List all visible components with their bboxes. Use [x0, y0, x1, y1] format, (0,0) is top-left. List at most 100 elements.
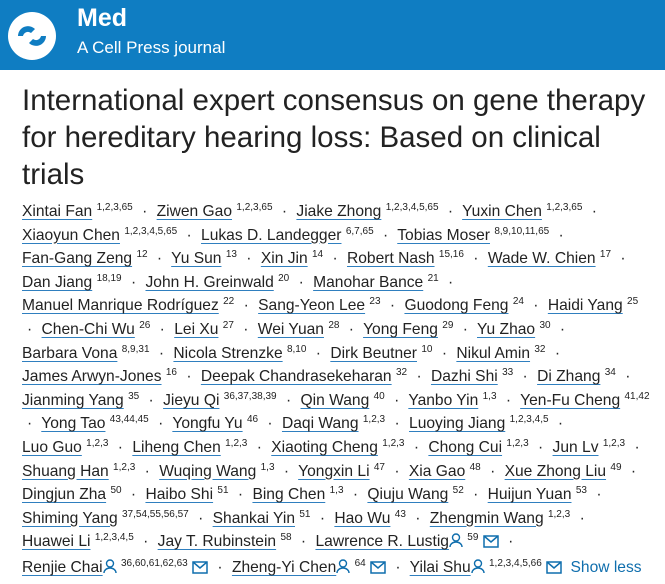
affiliation[interactable]: 58: [280, 532, 292, 544]
affiliation[interactable]: 37,54,55,56,57: [122, 508, 189, 520]
affiliation[interactable]: 20: [278, 272, 290, 284]
affiliation[interactable]: 8,9,31: [121, 343, 150, 355]
author-name[interactable]: Jiake Zhong: [296, 203, 382, 220]
author-name[interactable]: Liheng Chen: [132, 438, 221, 456]
author-name[interactable]: Yen-Fu Cheng: [520, 391, 621, 409]
email-icon[interactable]: [546, 558, 562, 582]
affiliation[interactable]: 26: [139, 319, 151, 331]
affiliation[interactable]: 1,2,3: [225, 437, 248, 449]
author-name[interactable]: Deepak Chandrasekeharan: [200, 368, 392, 386]
author-name[interactable]: Shiming Yang: [22, 509, 118, 527]
author-name[interactable]: Xia Gao: [408, 462, 466, 480]
author-name[interactable]: Huijun Yuan: [487, 486, 572, 504]
journal-name[interactable]: Med: [77, 4, 127, 32]
affiliation[interactable]: 15,16: [438, 249, 464, 261]
author-name[interactable]: Wade W. Chien: [487, 250, 596, 268]
author-name[interactable]: Yanbo Yin: [408, 391, 479, 409]
author-name[interactable]: Nicola Strenzke: [173, 344, 283, 362]
person-icon[interactable]: [449, 532, 463, 556]
affiliation[interactable]: 1,2,3,4,5: [509, 414, 549, 426]
affiliation[interactable]: 17: [599, 249, 612, 261]
author-name[interactable]: Nikul Amin: [456, 344, 531, 362]
email-icon[interactable]: [370, 558, 386, 582]
author-name[interactable]: Yong Feng: [363, 320, 438, 338]
affiliation[interactable]: 1,2,3: [506, 437, 529, 449]
author-name[interactable]: Qin Wang: [300, 391, 370, 409]
author-name[interactable]: Haibo Shi: [145, 486, 214, 504]
affiliation[interactable]: 1,2,3,65: [96, 202, 133, 213]
author-name[interactable]: Manuel Manrique Rodríguez: [22, 297, 219, 315]
affiliation[interactable]: 1,2,3: [113, 461, 136, 473]
affiliation[interactable]: 1,3: [482, 390, 497, 402]
author-name[interactable]: Daqi Wang: [281, 415, 359, 433]
author-name[interactable]: Xue Zhong Liu: [504, 462, 607, 480]
affiliation[interactable]: 1,2,3: [547, 508, 571, 520]
author-name[interactable]: Barbara Vona: [22, 344, 118, 362]
author-name[interactable]: Xiaoting Cheng: [271, 438, 378, 456]
author-name[interactable]: Yong Tao: [41, 415, 106, 433]
author-name[interactable]: Dazhi Shi: [430, 368, 498, 386]
author-name[interactable]: Wuqing Wang: [159, 462, 257, 480]
affiliation[interactable]: 1,2,3,4,5,65: [124, 225, 178, 237]
affiliation[interactable]: 1,3: [260, 461, 275, 473]
affiliation[interactable]: 14: [311, 249, 324, 261]
affiliation[interactable]: 36,60,61,62,63: [120, 557, 188, 569]
author-name[interactable]: James Arwyn-Jones: [22, 368, 162, 386]
author-name[interactable]: Shankai Yin: [212, 509, 295, 527]
author-name[interactable]: Xiaoyun Chen: [22, 226, 120, 244]
affiliation[interactable]: 34: [604, 367, 616, 379]
affiliation[interactable]: 43: [394, 508, 406, 520]
affiliation[interactable]: 64: [354, 557, 366, 569]
author-name[interactable]: Xintai Fan: [22, 203, 93, 220]
author-name[interactable]: Chong Cui: [428, 438, 503, 456]
email-icon[interactable]: [192, 558, 208, 582]
affiliation[interactable]: 1,2,3,4,5,66: [488, 557, 542, 569]
author-name[interactable]: Zheng-Yi Chen: [231, 558, 337, 576]
person-icon[interactable]: [470, 558, 485, 582]
affiliation[interactable]: 21: [427, 272, 439, 284]
affiliation[interactable]: 40: [373, 390, 385, 402]
affiliation[interactable]: 51: [299, 508, 311, 520]
author-name[interactable]: Lukas D. Landegger: [201, 226, 342, 244]
affiliation[interactable]: 47: [373, 461, 385, 473]
affiliation[interactable]: 27: [222, 319, 234, 331]
author-name[interactable]: Haidi Yang: [547, 297, 623, 315]
affiliation[interactable]: 35: [128, 390, 140, 402]
affiliation[interactable]: 10: [421, 343, 433, 355]
affiliation[interactable]: 16: [165, 367, 177, 379]
affiliation[interactable]: 18,19: [96, 272, 122, 284]
author-name[interactable]: Shuang Han: [22, 462, 109, 480]
affiliation[interactable]: 46: [246, 414, 259, 426]
author-name[interactable]: Dirk Beutner: [330, 344, 417, 362]
affiliation[interactable]: 1,2,3: [382, 437, 405, 449]
author-name[interactable]: Renjie Chai: [22, 558, 103, 576]
author-name[interactable]: Jay T. Rubinstein: [157, 533, 277, 551]
author-name[interactable]: Hao Wu: [334, 509, 391, 527]
affiliation[interactable]: 59: [467, 532, 479, 544]
affiliation[interactable]: 49: [610, 461, 622, 473]
email-icon[interactable]: [483, 532, 499, 556]
author-name[interactable]: Luo Guo: [22, 438, 82, 456]
author-name[interactable]: Jun Lv: [552, 438, 599, 456]
affiliation[interactable]: 25: [627, 296, 639, 308]
author-name[interactable]: Luoying Jiang: [409, 415, 506, 433]
person-icon[interactable]: [102, 558, 117, 582]
author-name[interactable]: Di Zhang: [537, 368, 601, 386]
affiliation[interactable]: 1,2,3,4,5: [94, 532, 134, 544]
author-name[interactable]: Yu Sun: [171, 250, 222, 268]
author-name[interactable]: Chen-Chi Wu: [41, 320, 135, 338]
affiliation[interactable]: 1,2,3: [86, 437, 109, 449]
affiliation[interactable]: 8,9,10,11,65: [494, 225, 550, 237]
author-name[interactable]: Yu Zhao: [477, 320, 536, 338]
affiliation[interactable]: 33: [502, 367, 514, 379]
author-name[interactable]: Huawei Li: [22, 533, 91, 551]
affiliation[interactable]: 51: [217, 485, 229, 497]
author-name[interactable]: Yuxin Chen: [462, 203, 542, 220]
author-name[interactable]: Qiuju Wang: [367, 486, 449, 504]
author-name[interactable]: Yilai Shu: [409, 558, 471, 576]
author-name[interactable]: Sang-Yeon Lee: [258, 297, 366, 315]
author-name[interactable]: Ziwen Gao: [156, 203, 233, 220]
author-name[interactable]: Jianming Yang: [22, 391, 124, 409]
affiliation[interactable]: 12: [136, 249, 148, 261]
affiliation[interactable]: 32: [534, 343, 546, 355]
